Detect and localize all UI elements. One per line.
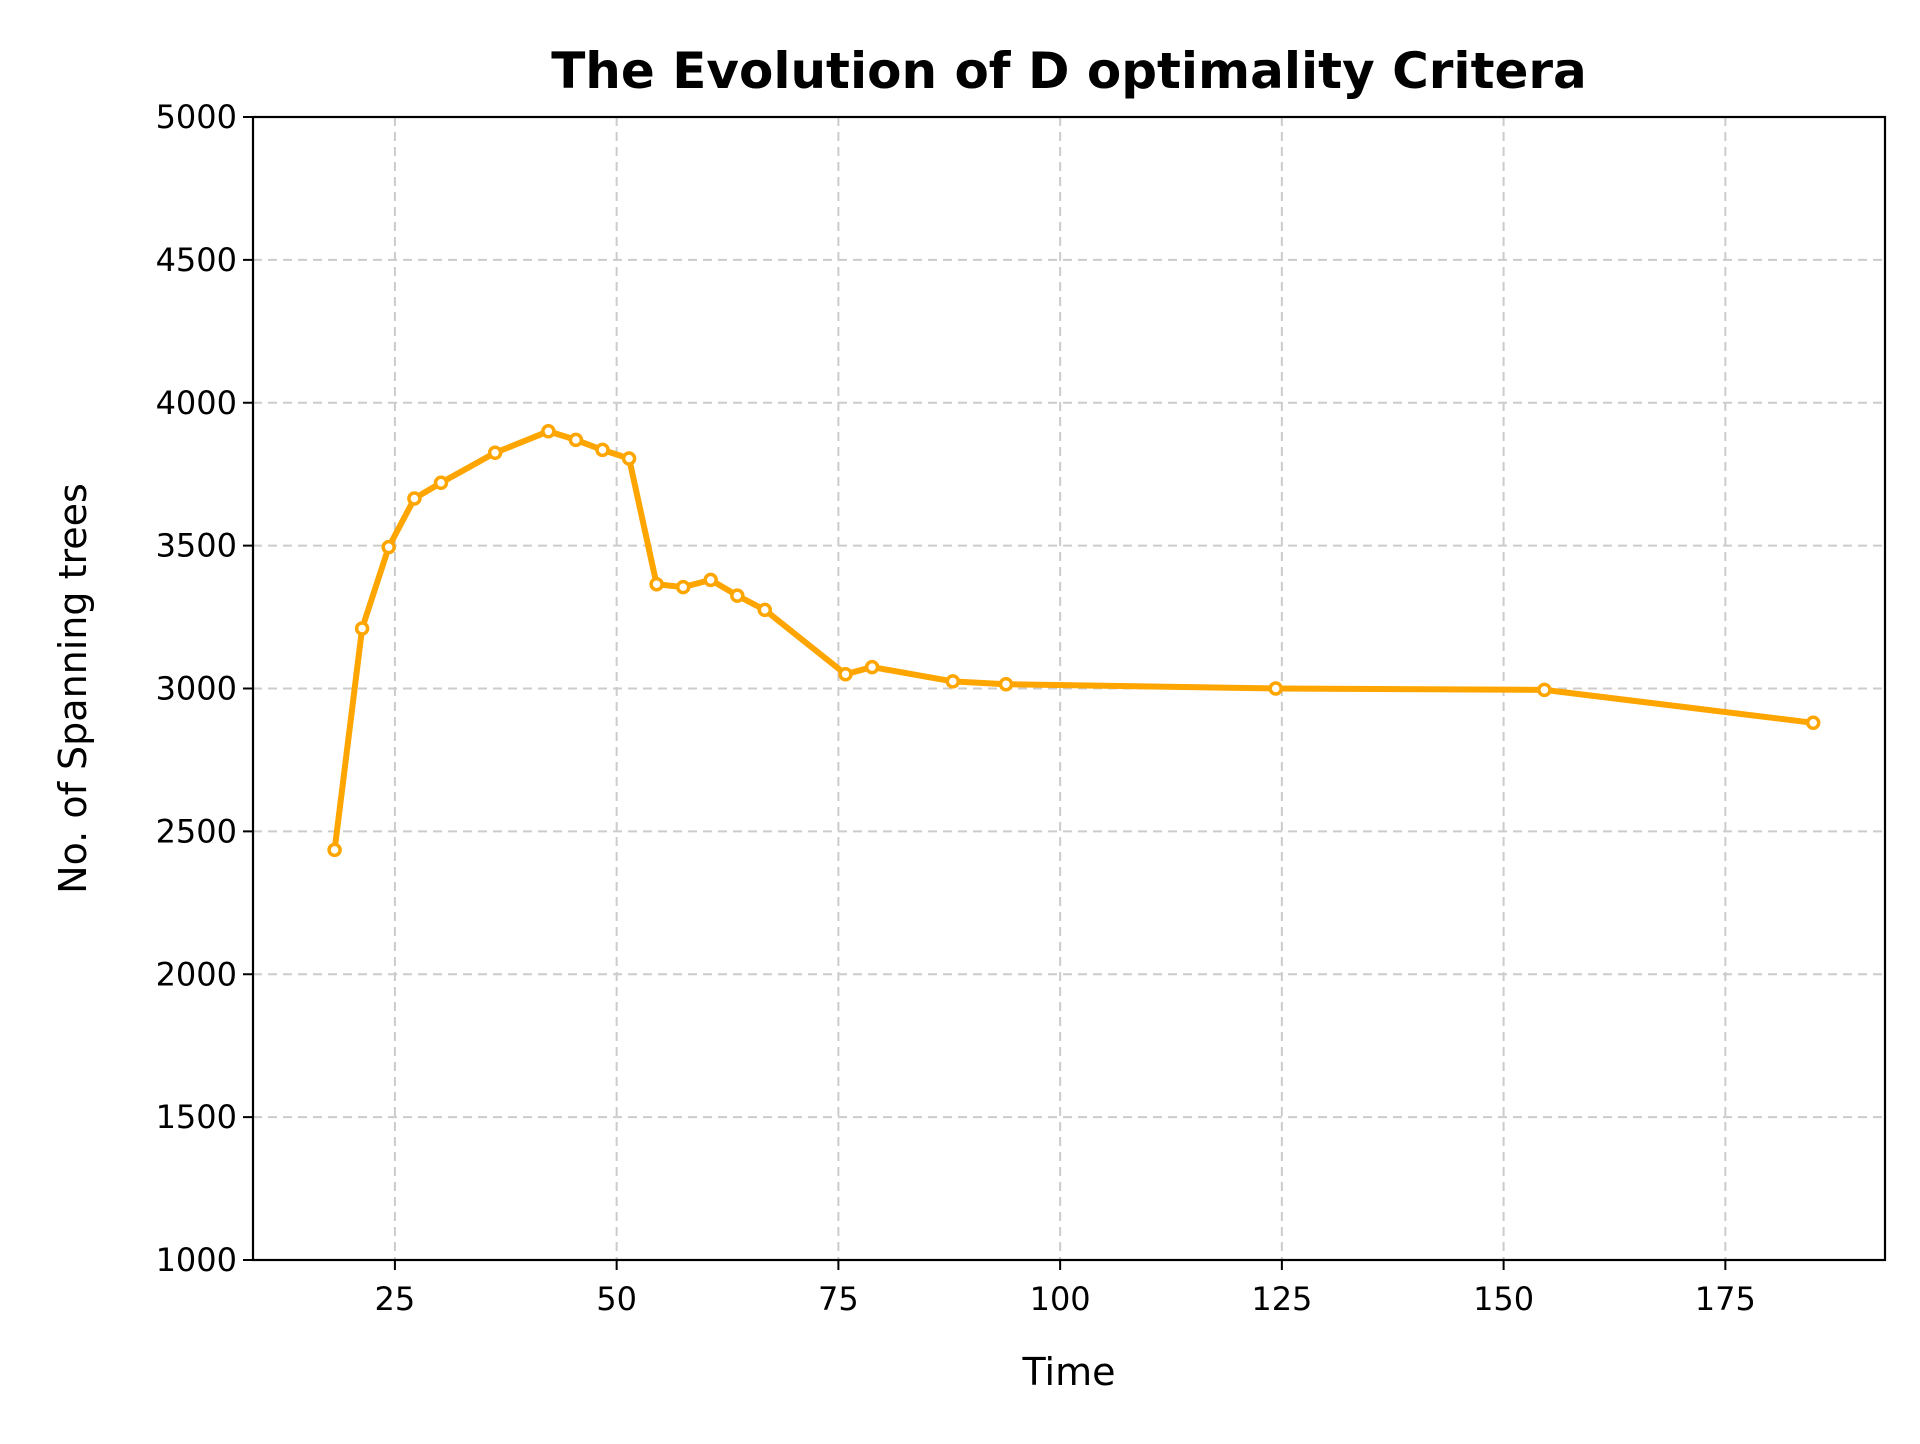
data-point [838, 666, 853, 682]
data-point [595, 442, 610, 458]
x-tick-label: 25 [375, 1280, 416, 1318]
y-tick-label: 3500 [156, 527, 237, 565]
data-point [945, 674, 961, 689]
data-point [1537, 682, 1552, 698]
data-point [703, 572, 718, 588]
y-tick-label: 2000 [156, 955, 237, 993]
data-point [354, 621, 370, 636]
data-point [675, 579, 691, 595]
y-tick-label: 4500 [156, 241, 237, 279]
data-point [433, 475, 449, 491]
data-point [1268, 681, 1283, 696]
x-tick-label: 175 [1695, 1280, 1756, 1318]
series-layer [327, 424, 1821, 858]
data-point [998, 676, 1014, 692]
data-point [757, 602, 773, 618]
y-tick-label: 2500 [156, 812, 237, 850]
y-tick-label: 3000 [156, 670, 237, 708]
data-point [730, 588, 745, 603]
data-point [541, 424, 556, 439]
y-tick-label: 1500 [156, 1098, 237, 1136]
x-axis-label: Time [1022, 1350, 1116, 1394]
y-tick-label: 5000 [156, 98, 237, 136]
grid-layer [253, 117, 1885, 1260]
tick-layer: 25 50 75 100 125 150 175 1000 1500 2000 2500 3000 35… [156, 98, 1756, 1318]
x-tick-label: 50 [596, 1280, 637, 1318]
x-tick-label: 125 [1251, 1280, 1312, 1318]
plot-frame [251, 115, 1887, 1262]
y-tick-label: 1000 [156, 1241, 237, 1279]
y-axis-label: No. of Spanning trees [51, 483, 95, 894]
data-point [381, 539, 396, 555]
chart-title: The Evolution of D optimality Critera [551, 42, 1587, 100]
series-line [331, 428, 1817, 853]
data-point [864, 659, 880, 675]
data-point [621, 451, 637, 466]
data-point [1805, 715, 1821, 731]
data-point [407, 491, 422, 506]
data-point [568, 432, 584, 448]
y-tick-label: 4000 [156, 384, 237, 422]
x-tick-label: 100 [1030, 1280, 1091, 1318]
data-point [487, 445, 503, 461]
x-tick-label: 75 [818, 1280, 859, 1318]
data-point [649, 576, 664, 592]
x-tick-label: 150 [1473, 1280, 1534, 1318]
data-point [327, 842, 342, 858]
